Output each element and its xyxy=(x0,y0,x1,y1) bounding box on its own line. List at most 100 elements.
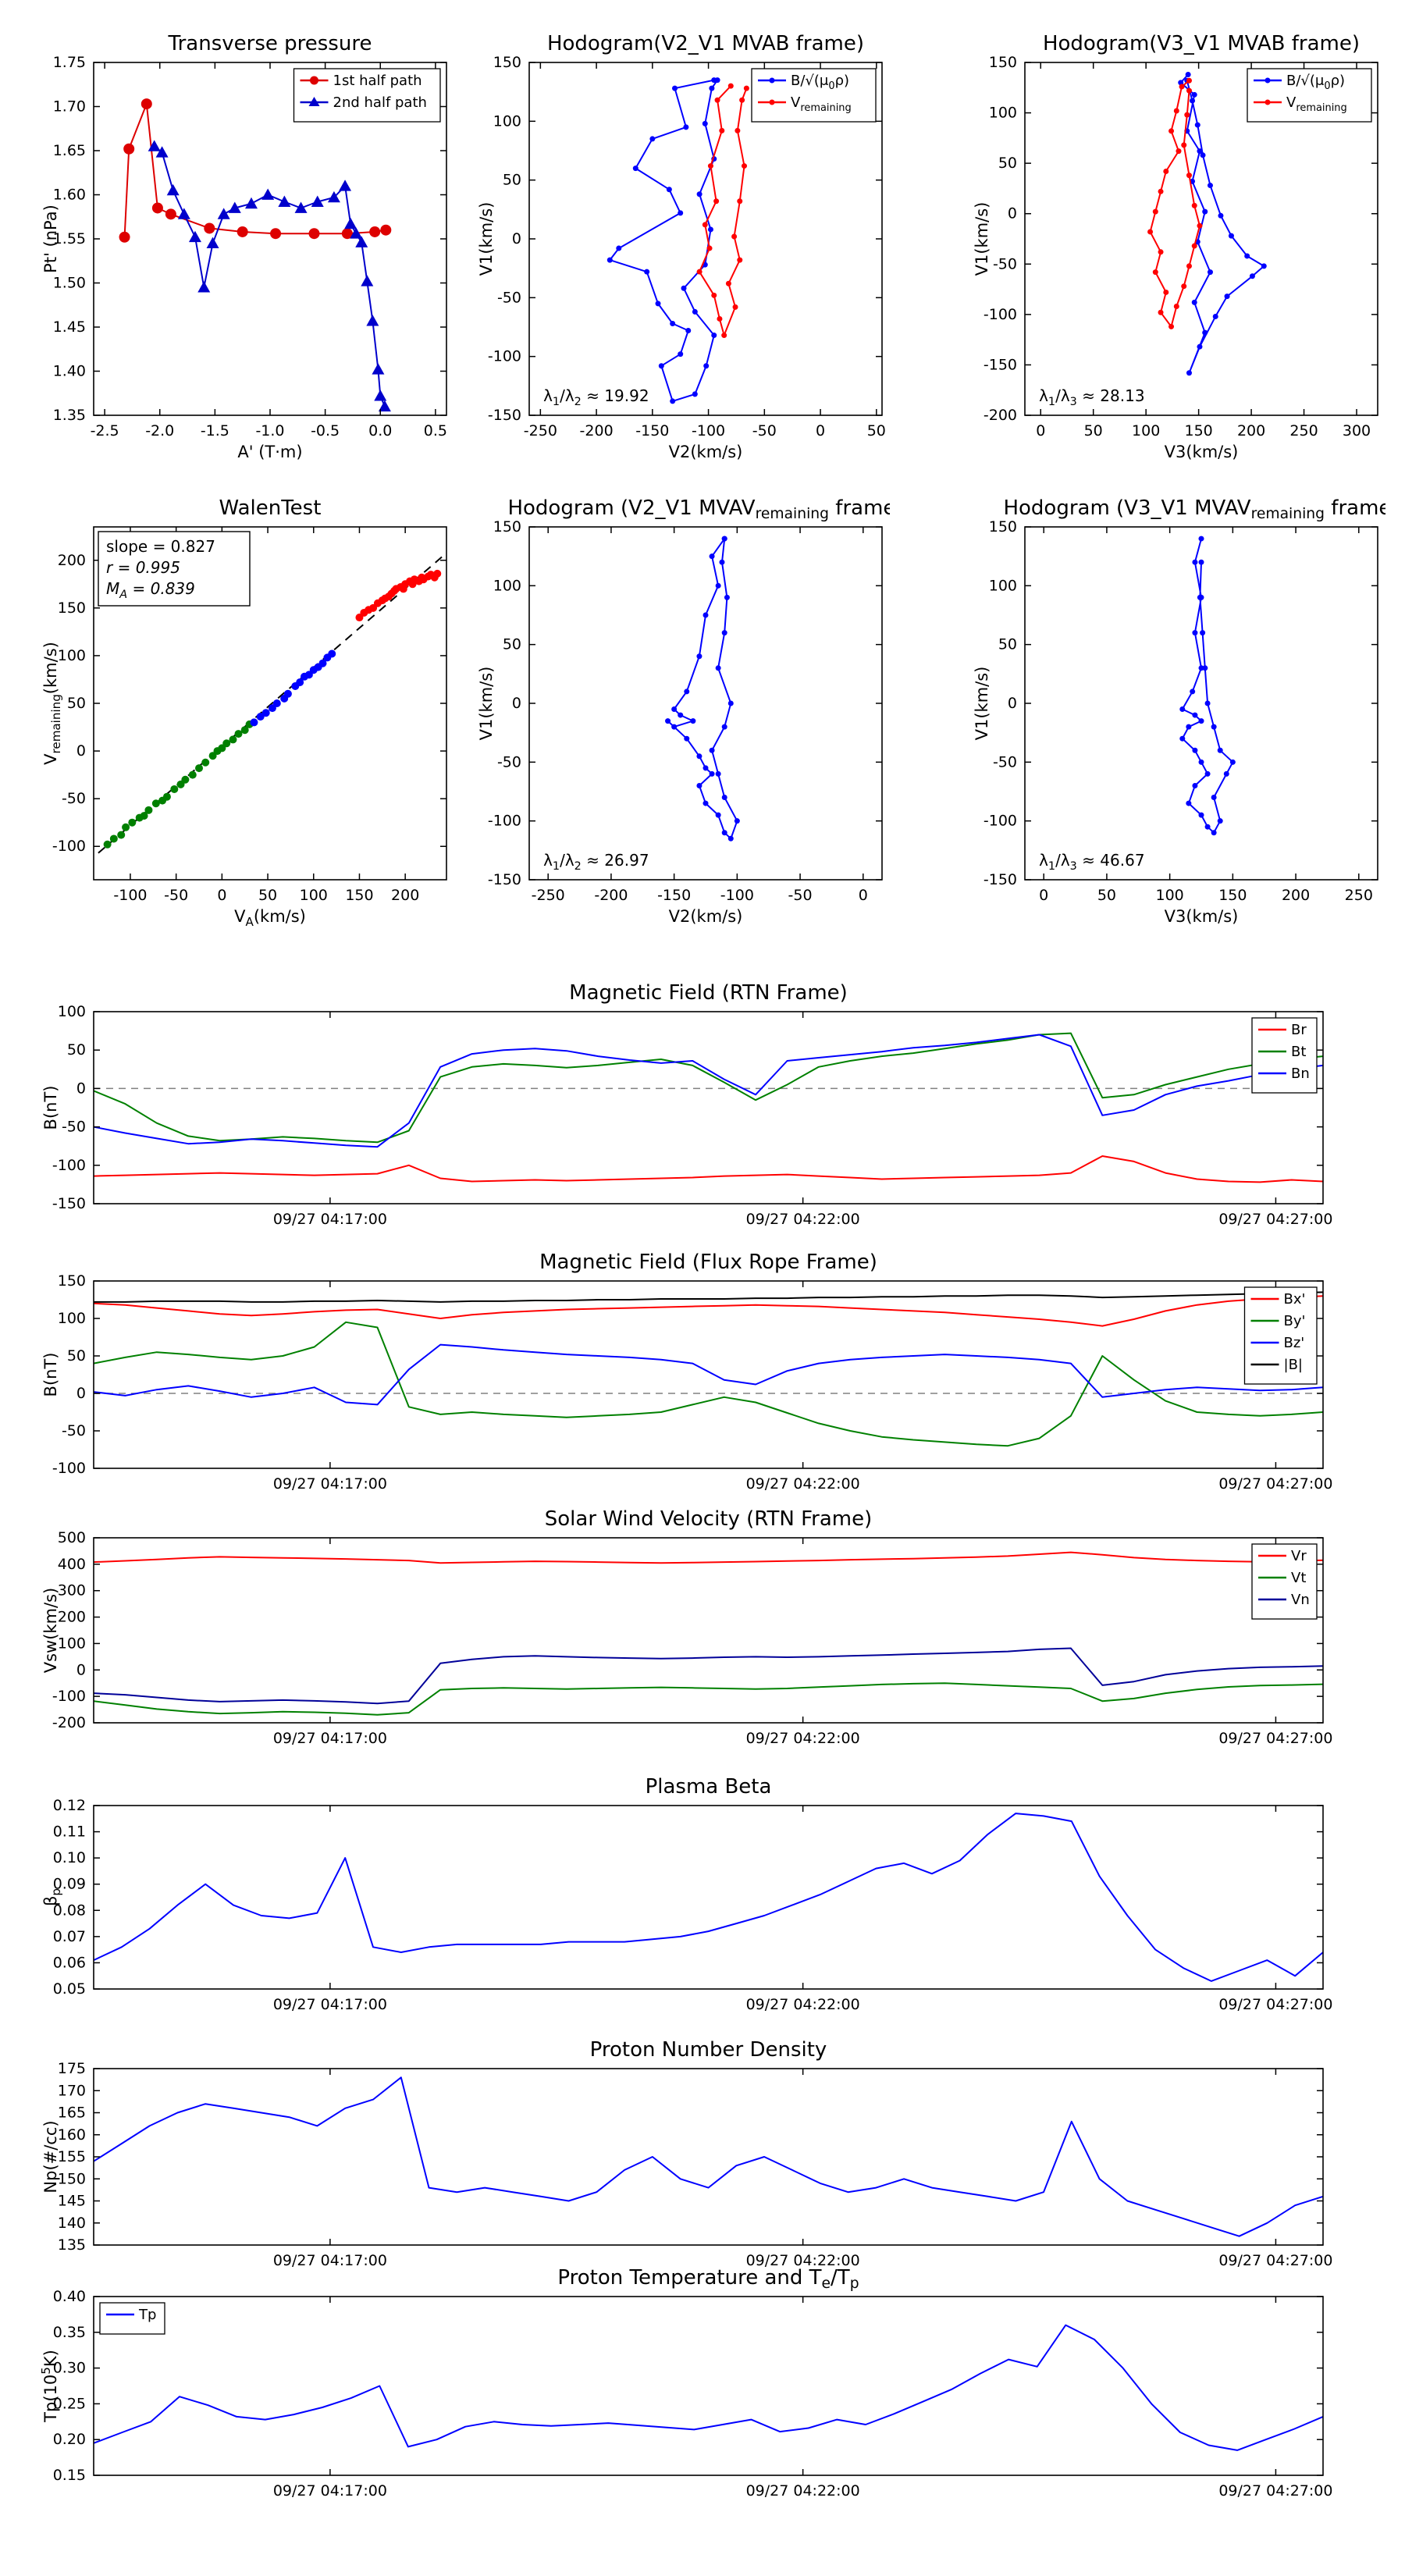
svg-text:-100: -100 xyxy=(984,813,1017,830)
svg-text:50: 50 xyxy=(67,695,86,712)
svg-text:Tp: Tp xyxy=(138,2307,156,2323)
svg-text:-2.0: -2.0 xyxy=(145,422,174,439)
svg-text:B/√(μ0ρ): B/√(μ0ρ) xyxy=(1286,73,1345,92)
svg-text:1.70: 1.70 xyxy=(53,98,86,116)
svg-text:WalenTest: WalenTest xyxy=(219,496,322,520)
svg-text:-150: -150 xyxy=(52,1195,86,1212)
svg-text:Hodogram (V3_V1 MVAVremaining: Hodogram (V3_V1 MVAVremaining frame) xyxy=(1003,496,1385,522)
svg-text:100: 100 xyxy=(1132,422,1160,439)
svg-text:0: 0 xyxy=(76,1385,86,1402)
proton-temperature-panel: Proton Temperature and Te/Tp 09/27 04:17:… xyxy=(35,2258,1374,2510)
svg-text:1st half path: 1st half path xyxy=(333,73,422,89)
svg-text:1.40: 1.40 xyxy=(53,363,86,380)
svg-text:0.09: 0.09 xyxy=(53,1876,86,1893)
svg-text:Vremaining(km/s): Vremaining(km/s) xyxy=(41,642,63,765)
svg-text:-100: -100 xyxy=(52,838,86,855)
svg-text:150: 150 xyxy=(493,518,521,535)
svg-text:V1(km/s): V1(km/s) xyxy=(973,202,991,276)
svg-text:λ1/λ3 ≈ 46.67: λ1/λ3 ≈ 46.67 xyxy=(1039,851,1144,873)
svg-text:1.45: 1.45 xyxy=(53,318,86,336)
svg-text:140: 140 xyxy=(58,2215,86,2232)
svg-text:-50: -50 xyxy=(497,289,521,306)
svg-text:Magnetic Field (RTN Frame): Magnetic Field (RTN Frame) xyxy=(569,981,848,1005)
svg-text:100: 100 xyxy=(493,112,521,130)
svg-text:Vn: Vn xyxy=(1291,1592,1310,1608)
svg-text:Proton Number Density: Proton Number Density xyxy=(590,2038,827,2062)
svg-text:09/27 04:27:00: 09/27 04:27:00 xyxy=(1218,2252,1332,2269)
svg-text:0.06: 0.06 xyxy=(53,1954,86,1971)
svg-text:150: 150 xyxy=(345,887,373,904)
svg-text:0: 0 xyxy=(76,742,86,760)
svg-text:V2(km/s): V2(km/s) xyxy=(669,907,743,926)
svg-text:09/27 04:22:00: 09/27 04:22:00 xyxy=(746,1211,860,1228)
svg-text:145: 145 xyxy=(58,2193,86,2210)
svg-text:r = 0.995: r = 0.995 xyxy=(106,558,180,577)
svg-text:150: 150 xyxy=(1218,887,1247,904)
svg-text:V1(km/s): V1(km/s) xyxy=(973,667,991,741)
svg-text:-50: -50 xyxy=(62,790,86,807)
svg-text:50: 50 xyxy=(998,636,1017,653)
svg-text:Proton Temperature and Te/Tp: Proton Temperature and Te/Tp xyxy=(557,2266,859,2292)
svg-text:V3(km/s): V3(km/s) xyxy=(1165,907,1239,926)
svg-text:0: 0 xyxy=(512,230,521,247)
svg-text:100: 100 xyxy=(989,577,1017,594)
svg-text:200: 200 xyxy=(58,552,86,569)
svg-text:-150: -150 xyxy=(984,871,1017,888)
svg-text:-1.5: -1.5 xyxy=(201,422,229,439)
svg-text:Tp(105K): Tp(105K) xyxy=(39,2350,60,2423)
svg-text:09/27 04:22:00: 09/27 04:22:00 xyxy=(746,1730,860,1747)
svg-text:09/27 04:17:00: 09/27 04:17:00 xyxy=(273,2252,387,2269)
svg-text:λ1/λ2 ≈ 19.92: λ1/λ2 ≈ 19.92 xyxy=(543,386,649,408)
svg-text:Magnetic Field (Flux Rope Fram: Magnetic Field (Flux Rope Frame) xyxy=(539,1251,877,1274)
svg-text:0.25: 0.25 xyxy=(53,2395,86,2412)
svg-text:-50: -50 xyxy=(62,1119,86,1136)
svg-text:09/27 04:27:00: 09/27 04:27:00 xyxy=(1218,2482,1332,2500)
svg-text:-200: -200 xyxy=(52,1714,86,1731)
svg-text:100: 100 xyxy=(493,577,521,594)
svg-text:V2(km/s): V2(km/s) xyxy=(669,443,743,461)
svg-text:0.5: 0.5 xyxy=(424,422,447,439)
svg-text:250: 250 xyxy=(1289,422,1318,439)
svg-text:Vr: Vr xyxy=(1291,1548,1307,1564)
svg-text:Solar Wind Velocity (RTN Frame: Solar Wind Velocity (RTN Frame) xyxy=(545,1507,872,1531)
svg-text:Br: Br xyxy=(1291,1022,1307,1038)
svg-text:λ1/λ2 ≈ 26.97: λ1/λ2 ≈ 26.97 xyxy=(543,851,649,873)
svg-text:0: 0 xyxy=(859,887,868,904)
svg-text:50: 50 xyxy=(503,636,521,653)
svg-text:0.40: 0.40 xyxy=(53,2288,86,2305)
svg-text:-100: -100 xyxy=(692,422,725,439)
svg-text:Vsw(km/s): Vsw(km/s) xyxy=(41,1588,60,1674)
magnetic-field-flux-rope-panel: Magnetic Field (Flux Rope Frame) 09/27 04… xyxy=(35,1242,1374,1503)
proton-density-panel: Proton Number Density 09/27 04:17:00 09/27… xyxy=(35,2030,1374,2280)
svg-text:09/27 04:27:00: 09/27 04:27:00 xyxy=(1218,1475,1332,1493)
svg-text:-100: -100 xyxy=(984,306,1017,323)
svg-text:MA = 0.839: MA = 0.839 xyxy=(106,579,195,601)
svg-text:09/27 04:22:00: 09/27 04:22:00 xyxy=(746,2482,860,2500)
hodogram-v3v1-mvab-panel: Hodogram(V3_V1 MVAB frame) 0 50 100 150 200 25… xyxy=(966,23,1385,464)
svg-text:-150: -150 xyxy=(984,356,1017,373)
svg-text:0: 0 xyxy=(76,1080,86,1097)
svg-text:09/27 04:22:00: 09/27 04:22:00 xyxy=(746,1996,860,2013)
svg-text:155: 155 xyxy=(58,2148,86,2165)
svg-text:slope = 0.827: slope = 0.827 xyxy=(106,537,215,556)
svg-text:200: 200 xyxy=(1282,887,1310,904)
svg-text:0.0: 0.0 xyxy=(368,422,392,439)
svg-text:λ1/λ3 ≈ 28.13: λ1/λ3 ≈ 28.13 xyxy=(1039,386,1144,408)
plasma-beta-panel: Plasma Beta 09/27 04:17:00 09/27 04:22:00 0… xyxy=(35,1767,1374,2024)
svg-text:09/27 04:17:00: 09/27 04:17:00 xyxy=(273,1211,387,1228)
svg-text:-50: -50 xyxy=(62,1422,86,1439)
svg-text:-250: -250 xyxy=(532,887,565,904)
svg-text:400: 400 xyxy=(58,1556,86,1573)
svg-text:By': By' xyxy=(1284,1313,1306,1329)
svg-text:0: 0 xyxy=(76,1661,86,1678)
svg-text:0.30: 0.30 xyxy=(53,2360,86,2377)
svg-text:150: 150 xyxy=(1184,422,1212,439)
svg-text:09/27 04:27:00: 09/27 04:27:00 xyxy=(1218,1996,1332,2013)
walen-test-panel: WalenTest -100 -50 0 50 100 150 200 -100 -50 0 50 10… xyxy=(35,488,454,928)
svg-text:100: 100 xyxy=(58,1003,86,1020)
svg-text:50: 50 xyxy=(1097,887,1116,904)
svg-text:B(nT): B(nT) xyxy=(41,1086,60,1130)
svg-text:50: 50 xyxy=(867,422,886,439)
svg-text:-100: -100 xyxy=(720,887,754,904)
svg-text:-50: -50 xyxy=(788,887,813,904)
